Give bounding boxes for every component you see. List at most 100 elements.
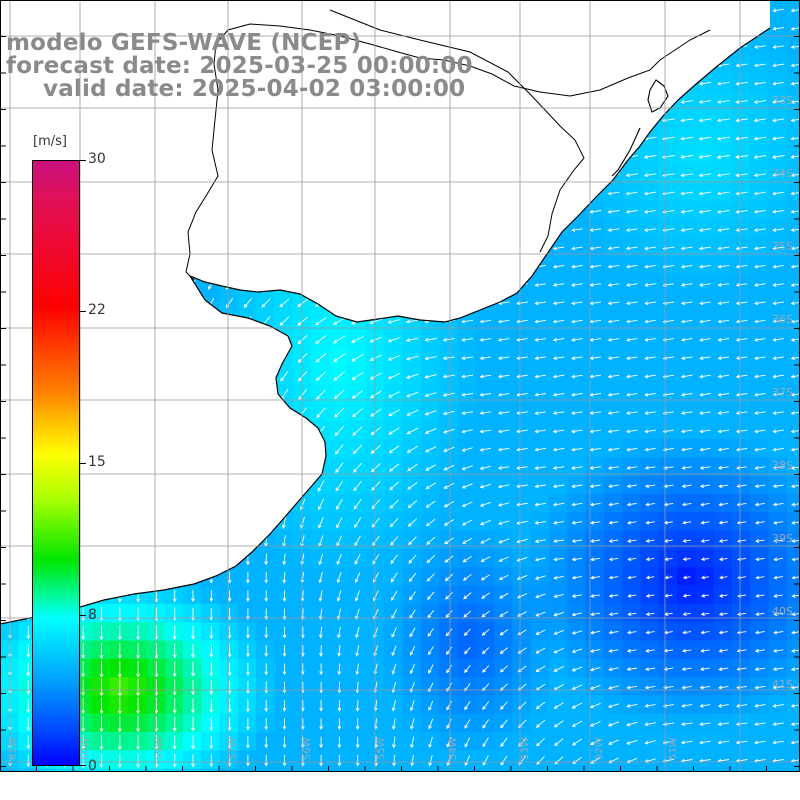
wind-arrow xyxy=(209,553,214,566)
wind-cell xyxy=(274,549,294,568)
wind-arrow xyxy=(717,26,730,31)
wind-cell xyxy=(677,750,696,770)
wind-arrow xyxy=(461,483,473,489)
wind-arrow xyxy=(355,718,360,731)
wind-arrow xyxy=(571,319,583,324)
wind-cell xyxy=(750,73,770,93)
wind-cell xyxy=(329,585,349,605)
wind-cell xyxy=(420,164,440,184)
wind-cell xyxy=(695,475,715,495)
wind-arrow xyxy=(333,8,345,13)
wind-cell xyxy=(91,713,111,733)
wind-cell xyxy=(237,750,257,770)
wind-arrow xyxy=(99,480,104,493)
wind-arrow xyxy=(790,429,800,434)
wind-arrow xyxy=(387,191,400,196)
wind-cell xyxy=(219,329,239,349)
wind-arrow xyxy=(497,283,510,287)
wind-cell xyxy=(677,146,696,166)
wind-arrow xyxy=(406,118,418,123)
wind-cell xyxy=(128,567,147,587)
wind-cell xyxy=(402,750,422,770)
wind-arrow xyxy=(81,716,86,733)
wind-arrow xyxy=(26,698,31,714)
wind-cell xyxy=(164,768,184,772)
wind-arrow xyxy=(424,209,437,214)
wind-arrow xyxy=(790,740,800,745)
wind-cell xyxy=(402,732,422,751)
wind-cell xyxy=(457,750,477,770)
wind-arrow xyxy=(608,703,620,709)
wind-cell xyxy=(237,603,257,623)
wind-arrow xyxy=(172,589,177,603)
wind-cell xyxy=(384,402,404,422)
wind-arrow xyxy=(314,173,327,178)
wind-cell xyxy=(0,713,19,733)
wind-arrow xyxy=(351,264,364,270)
wind-cell xyxy=(567,73,587,93)
wind-cell xyxy=(91,494,111,513)
wind-arrow xyxy=(552,484,565,489)
wind-cell xyxy=(640,439,660,459)
wind-cell xyxy=(347,457,367,477)
wind-arrow xyxy=(405,246,419,251)
wind-cell xyxy=(146,164,166,184)
wind-arrow xyxy=(227,590,232,602)
wind-cell xyxy=(494,585,513,605)
wind-arrow xyxy=(479,154,492,159)
wind-cell xyxy=(402,311,422,330)
wind-arrow xyxy=(26,334,31,346)
wind-arrow xyxy=(99,279,104,291)
wind-arrow xyxy=(461,26,473,31)
wind-arrow xyxy=(114,6,125,14)
wind-arrow xyxy=(387,355,401,361)
wind-cell xyxy=(439,292,459,312)
wind-arrow xyxy=(406,154,418,159)
wind-arrow xyxy=(332,191,346,196)
wind-cell xyxy=(237,494,257,513)
wind-cell xyxy=(274,0,294,19)
wind-cell xyxy=(512,475,532,495)
wind-cell xyxy=(183,366,202,385)
wind-arrow xyxy=(78,5,88,15)
wind-cell xyxy=(91,274,111,294)
wind-cell xyxy=(439,164,459,184)
wind-cell xyxy=(695,201,715,221)
wind-arrow xyxy=(498,538,510,544)
wind-arrow xyxy=(553,611,564,617)
wind-arrow xyxy=(424,283,437,287)
wind-cell xyxy=(219,530,239,550)
wind-arrow xyxy=(317,498,325,511)
wind-cell xyxy=(0,256,19,276)
wind-cell xyxy=(732,420,751,440)
wind-arrow xyxy=(754,502,765,507)
wind-cell xyxy=(732,329,751,349)
wind-arrow xyxy=(479,264,492,269)
wind-arrow xyxy=(209,735,214,750)
wind-arrow xyxy=(208,370,214,383)
wind-cell xyxy=(713,475,733,495)
wind-cell xyxy=(311,512,330,532)
wind-arrow xyxy=(117,260,122,273)
wind-arrow xyxy=(259,8,272,13)
wind-cell xyxy=(274,256,294,276)
wind-arrow xyxy=(535,719,546,728)
wind-cell xyxy=(183,768,202,772)
wind-arrow xyxy=(188,134,198,143)
wind-cell xyxy=(420,640,440,660)
wind-arrow xyxy=(716,136,730,141)
wind-arrow xyxy=(516,100,528,104)
wind-arrow xyxy=(136,678,140,697)
wind-cell xyxy=(713,366,733,385)
wind-cell xyxy=(439,567,459,587)
wind-arrow xyxy=(81,625,86,641)
wind-arrow xyxy=(389,517,399,528)
wind-arrow xyxy=(791,648,800,653)
wind-arrow xyxy=(245,480,250,493)
wind-arrow xyxy=(480,574,491,581)
wind-cell xyxy=(256,768,276,772)
wind-arrow xyxy=(407,518,418,527)
wind-cell xyxy=(420,457,440,477)
wind-arrow xyxy=(735,283,748,287)
wind-arrow xyxy=(409,627,416,638)
